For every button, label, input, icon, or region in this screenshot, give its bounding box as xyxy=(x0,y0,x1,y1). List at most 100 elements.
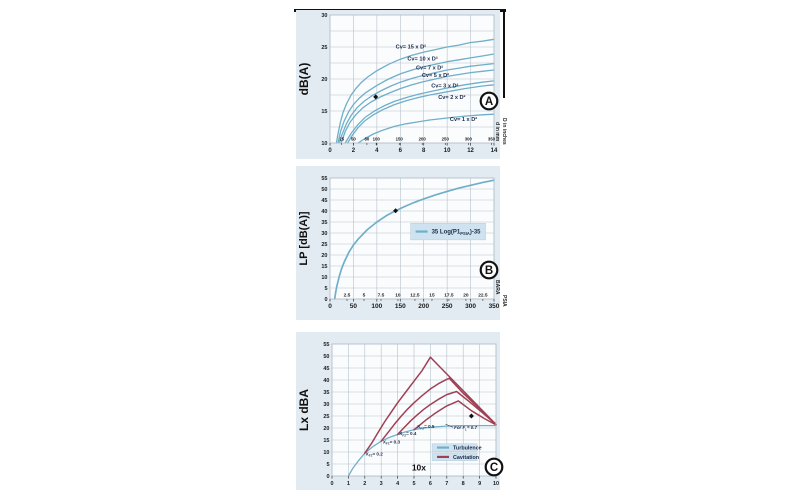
legend-row xyxy=(431,443,478,452)
y-tick-label: 30 xyxy=(321,13,327,19)
chart-badge-circle xyxy=(479,91,499,111)
x-tick-label: 0 xyxy=(328,148,332,154)
x-tick-label: 5 xyxy=(412,481,415,487)
y-tick-label: 30 xyxy=(321,231,327,237)
series-label: Cv= 5 x D² xyxy=(422,72,449,79)
chart-badge-letter: A xyxy=(485,96,493,108)
series-line xyxy=(344,80,495,144)
x-tick-label: 6 xyxy=(399,148,403,154)
legend-row xyxy=(410,223,486,241)
x-tick-label: 4 xyxy=(375,148,379,154)
series-line xyxy=(340,69,495,144)
y-tick-label: 50 xyxy=(323,354,329,360)
secondary-tick-label: 80 xyxy=(365,137,370,142)
y-tick-label: 10 xyxy=(323,450,329,456)
secondary-tick-label: 2.5 xyxy=(344,293,351,299)
annotation-label: XFZ= 0.2 xyxy=(366,451,384,457)
y-tick-label: 10 xyxy=(321,141,327,147)
series-line xyxy=(347,424,497,477)
secondary-tick-label: 7.5 xyxy=(378,293,385,299)
chart-panel-c: 0 1 2 3 4 5 6 7 8 9 10 0 5 10 15 20 25 30 35 40 45 50 55 XFZ= 0… xyxy=(296,332,506,490)
right-axis-unit-label: PSIA xyxy=(501,295,507,307)
y-tick-label: 0 xyxy=(324,297,327,303)
x-tick-label: 0 xyxy=(330,481,333,487)
x-tick-label: 300 xyxy=(465,303,476,310)
annotation-label: XFZ= 0.5 xyxy=(417,424,435,430)
x-tick-label: 2 xyxy=(352,148,356,154)
series-line xyxy=(357,113,495,144)
y-axis-title: dB(A) xyxy=(297,63,311,96)
x-tick-label: 9 xyxy=(478,481,481,487)
secondary-tick-label: 10 xyxy=(395,293,401,299)
data-point-marker xyxy=(393,208,399,214)
secondary-tick-label: 350 xyxy=(488,137,496,142)
y-tick-label: 45 xyxy=(323,366,329,372)
y-axis-title: Lx dBA xyxy=(297,389,311,431)
secondary-tick-label: 300 xyxy=(465,137,473,142)
secondary-tick-label: 150 xyxy=(396,137,404,142)
series-label: Cv= 1 x D² xyxy=(450,116,477,123)
secondary-tick-label: 5 xyxy=(363,293,366,299)
x-axis-title: 10x xyxy=(412,463,426,473)
y-tick-label: 20 xyxy=(321,77,327,83)
plot-border xyxy=(329,177,495,300)
chart-badge-letter: C xyxy=(490,462,498,474)
x-tick-label: 8 xyxy=(422,148,426,154)
series-line xyxy=(337,53,495,144)
series-line xyxy=(364,356,497,454)
annotation-label: XFZ= 0.3 xyxy=(383,439,401,445)
annotation-label: For FL= 0.7 xyxy=(454,425,477,431)
series-line xyxy=(333,179,495,300)
legend-row xyxy=(431,452,478,462)
x-tick-label: 10 xyxy=(444,148,451,154)
series-line xyxy=(396,390,497,436)
series-line xyxy=(338,62,495,144)
y-tick-label: 5 xyxy=(326,462,329,468)
y-tick-label: 35 xyxy=(323,390,329,396)
x-tick-label: 350 xyxy=(489,303,500,310)
y-tick-label: 30 xyxy=(323,402,329,408)
y-tick-label: 45 xyxy=(321,198,327,204)
series-line xyxy=(413,400,497,431)
noise-vs-pressure-chart: 0 50 100 150 200 250 300 350 0 5 10 15 20 25 30 35 40 45 5… xyxy=(296,166,507,320)
secondary-tick-label: 15 xyxy=(429,293,435,299)
y-tick-label: 10 xyxy=(321,275,327,281)
x-tick-label: 8 xyxy=(462,481,465,487)
chart-panel-b: 0 50 100 150 200 250 300 350 0 5 10 15 20 25 30 35 40 45 5… xyxy=(296,166,507,320)
y-tick-label: 25 xyxy=(323,414,329,420)
right-axis-unit-label: d in mm xyxy=(494,122,500,142)
chart-badge-letter: B xyxy=(485,265,493,277)
x-tick-label: 1 xyxy=(347,481,350,487)
series-label: Cv= 3 x D² xyxy=(431,82,458,89)
y-tick-label: 15 xyxy=(323,438,329,444)
right-axis-unit-label: D in inches xyxy=(501,118,507,145)
secondary-tick-label: 100 xyxy=(373,137,381,142)
y-tick-label: 20 xyxy=(321,253,327,259)
y-tick-label: 50 xyxy=(321,187,327,193)
y-tick-label: 35 xyxy=(321,220,327,226)
y-tick-label: 0 xyxy=(326,474,329,480)
x-tick-label: 250 xyxy=(442,303,453,310)
series-line xyxy=(346,84,495,144)
right-axis-unit-label: BARA xyxy=(494,280,500,295)
y-tick-label: 55 xyxy=(321,176,327,182)
data-point-marker xyxy=(468,413,474,419)
y-tick-label: 15 xyxy=(321,109,327,115)
plot-border xyxy=(329,14,495,144)
series-label: Cv= 7 x D² xyxy=(416,64,443,71)
x-tick-label: 4 xyxy=(396,481,400,487)
legend-label: 35 Log(P1PSIA)-35 xyxy=(432,230,482,236)
chart-badge-circle xyxy=(484,457,504,477)
annotation-arrow xyxy=(445,423,454,428)
annotation-label: XFZ= 0.4 xyxy=(399,431,417,437)
secondary-tick-label: 25 xyxy=(339,137,344,142)
x-tick-label: 14 xyxy=(491,148,498,154)
x-tick-label: 2 xyxy=(363,481,366,487)
series-line xyxy=(335,38,495,144)
y-tick-label: 25 xyxy=(321,242,327,248)
chart-panel-a: Cv= 15 x D² Cv= 10 x D² Cv= 7 x D² Cv= 5 x … xyxy=(296,10,507,159)
legend-label: Cavitation xyxy=(453,455,479,461)
x-tick-label: 0 xyxy=(328,303,332,310)
